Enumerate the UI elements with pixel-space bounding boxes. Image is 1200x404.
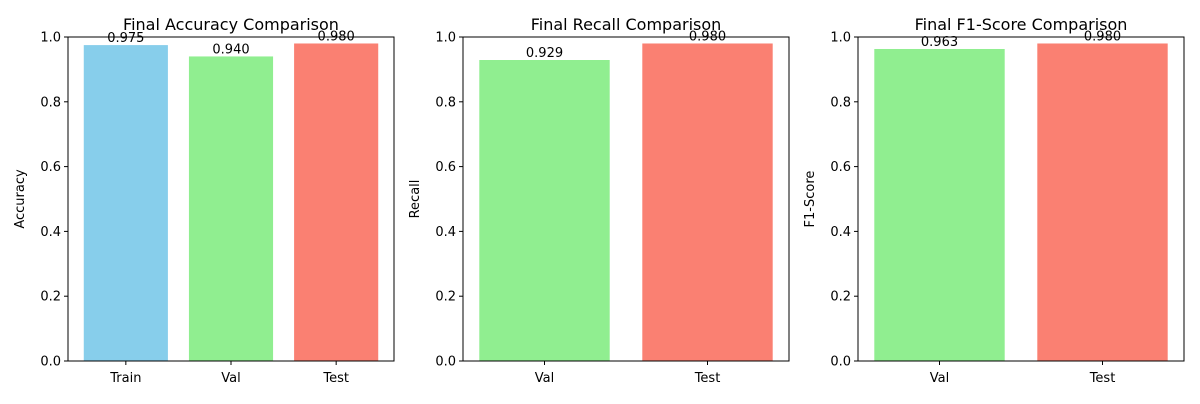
x-tick-label-val: Val bbox=[221, 371, 240, 386]
y-tick-label-5: 1.0 bbox=[435, 31, 456, 46]
data-label-val: 0.940 bbox=[212, 42, 249, 57]
y-tick-label-1: 0.2 bbox=[830, 290, 851, 305]
bar-test bbox=[1037, 43, 1168, 361]
data-label-train: 0.975 bbox=[107, 31, 144, 46]
y-tick-label-0: 0.0 bbox=[830, 355, 851, 370]
y-tick-label-3: 0.6 bbox=[40, 160, 61, 175]
y-tick-label-2: 0.4 bbox=[40, 225, 61, 240]
x-tick-label-val: Val bbox=[535, 371, 554, 386]
x-tick-label-test: Test bbox=[322, 371, 349, 386]
bar-train bbox=[83, 45, 168, 361]
chart-title: Final F1-Score Comparison bbox=[915, 15, 1128, 34]
bar-test bbox=[294, 43, 379, 361]
chart-panel-1: 0.975Train0.940Val0.980Test0.00.20.40.60… bbox=[13, 15, 395, 386]
y-tick-label-4: 0.8 bbox=[830, 95, 851, 110]
y-tick-label-3: 0.6 bbox=[435, 160, 456, 175]
data-label-val: 0.929 bbox=[526, 46, 563, 61]
bar-val bbox=[874, 48, 1005, 362]
y-axis-label: F1-Score bbox=[803, 171, 818, 228]
axes-frame bbox=[462, 36, 790, 362]
axes-frame bbox=[67, 36, 395, 362]
y-axis-label: Accuracy bbox=[13, 169, 28, 229]
x-tick-label-train: Train bbox=[109, 371, 141, 386]
y-tick-label-4: 0.8 bbox=[435, 95, 456, 110]
y-tick-label-2: 0.4 bbox=[435, 225, 456, 240]
x-tick-label-test: Test bbox=[1089, 371, 1116, 386]
y-tick-label-5: 1.0 bbox=[830, 31, 851, 46]
y-axis-label: Recall bbox=[408, 180, 423, 219]
y-tick-label-0: 0.0 bbox=[435, 355, 456, 370]
y-tick-label-4: 0.8 bbox=[40, 95, 61, 110]
y-tick-label-1: 0.2 bbox=[435, 290, 456, 305]
y-tick-label-3: 0.6 bbox=[830, 160, 851, 175]
y-tick-label-5: 1.0 bbox=[40, 31, 61, 46]
chart-title: Final Recall Comparison bbox=[531, 15, 722, 34]
axes-frame bbox=[857, 36, 1185, 362]
chart-panel-3: 0.963Val0.980Test0.00.20.40.60.81.0Final… bbox=[803, 15, 1185, 386]
y-tick-label-0: 0.0 bbox=[40, 355, 61, 370]
y-tick-label-2: 0.4 bbox=[830, 225, 851, 240]
chart-title: Final Accuracy Comparison bbox=[123, 15, 339, 34]
y-tick-label-1: 0.2 bbox=[40, 290, 61, 305]
chart-panel-2: 0.929Val0.980Test0.00.20.40.60.81.0Final… bbox=[408, 15, 790, 386]
bar-test bbox=[642, 43, 773, 361]
x-tick-label-test: Test bbox=[694, 371, 721, 386]
bar-val bbox=[479, 60, 610, 361]
data-label-val: 0.963 bbox=[921, 35, 958, 50]
x-tick-label-val: Val bbox=[930, 371, 949, 386]
bar-val bbox=[188, 56, 274, 361]
